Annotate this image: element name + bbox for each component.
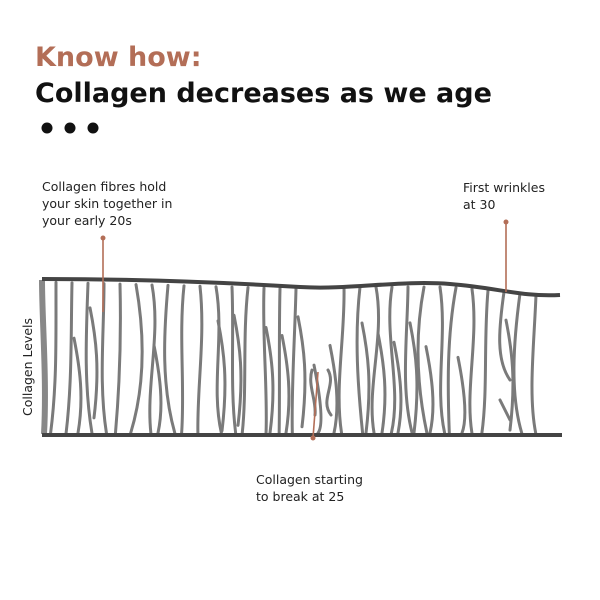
fiber-branch bbox=[456, 355, 467, 435]
leader-dot bbox=[310, 435, 316, 441]
dot bbox=[41, 122, 53, 134]
fiber bbox=[129, 283, 144, 435]
fiber bbox=[480, 288, 490, 435]
fiber bbox=[438, 285, 447, 435]
fiber-branch bbox=[72, 336, 83, 435]
kicker: Know how: bbox=[35, 42, 202, 73]
fiber bbox=[290, 287, 298, 435]
fiber-branch bbox=[424, 345, 435, 435]
fiber bbox=[148, 283, 157, 435]
annotation-line: to break at 25 bbox=[256, 489, 344, 504]
fiber bbox=[180, 284, 186, 435]
fiber-branch bbox=[392, 340, 403, 435]
fiber-branch bbox=[264, 326, 275, 435]
fiber bbox=[196, 284, 204, 435]
fiber-branch bbox=[376, 331, 387, 435]
fiber bbox=[355, 285, 365, 435]
fiber-branch bbox=[328, 343, 339, 435]
fiber-branch bbox=[216, 319, 227, 433]
fiber bbox=[230, 285, 238, 435]
leader-dot bbox=[503, 219, 509, 225]
title: Collagen decreases as we age bbox=[35, 78, 492, 109]
fiber bbox=[416, 285, 429, 435]
fiber bbox=[240, 286, 250, 435]
fibers bbox=[49, 280, 538, 435]
dot bbox=[87, 122, 99, 134]
fiber bbox=[468, 287, 476, 435]
dots bbox=[41, 122, 99, 134]
fiber-branch bbox=[280, 334, 291, 435]
leader-line bbox=[312, 371, 319, 439]
annotation-line: at 30 bbox=[463, 197, 495, 212]
fiber bbox=[84, 281, 94, 435]
fiber bbox=[403, 285, 414, 435]
skin-surface bbox=[41, 277, 561, 298]
fiber bbox=[388, 285, 397, 435]
annotation-line: Collagen starting bbox=[256, 472, 363, 487]
fiber bbox=[49, 280, 58, 435]
axis-label: Collagen Levels bbox=[20, 318, 35, 416]
fiber-branch bbox=[296, 315, 307, 429]
fiber bbox=[512, 291, 524, 435]
fiber bbox=[446, 286, 458, 435]
fiber bbox=[325, 368, 333, 417]
fiber bbox=[262, 286, 268, 435]
fiber-branch bbox=[152, 343, 163, 435]
annotation-line: your early 20s bbox=[42, 213, 132, 228]
fiber bbox=[277, 286, 282, 435]
fiber-branch bbox=[88, 306, 99, 420]
annotation-line: your skin together in bbox=[42, 196, 172, 211]
fiber bbox=[214, 285, 223, 435]
fiber-branch bbox=[408, 321, 419, 435]
fiber bbox=[163, 283, 177, 435]
skin-edge bbox=[39, 279, 48, 435]
fiber bbox=[498, 290, 512, 422]
fiber-branch bbox=[360, 321, 371, 435]
fiber bbox=[113, 282, 122, 435]
fiber-branch bbox=[312, 363, 323, 435]
annotation-line: Collagen fibres hold bbox=[42, 179, 166, 194]
fiber bbox=[64, 281, 74, 435]
annotation-line: First wrinkles bbox=[463, 180, 545, 195]
fiber bbox=[530, 293, 538, 435]
fiber bbox=[370, 285, 381, 435]
fiber-branch bbox=[232, 313, 243, 427]
leader-dot bbox=[100, 235, 106, 241]
fiber bbox=[337, 285, 346, 435]
annotations: Collagen fibres hold your skin together i… bbox=[42, 179, 545, 504]
dot bbox=[64, 122, 76, 134]
